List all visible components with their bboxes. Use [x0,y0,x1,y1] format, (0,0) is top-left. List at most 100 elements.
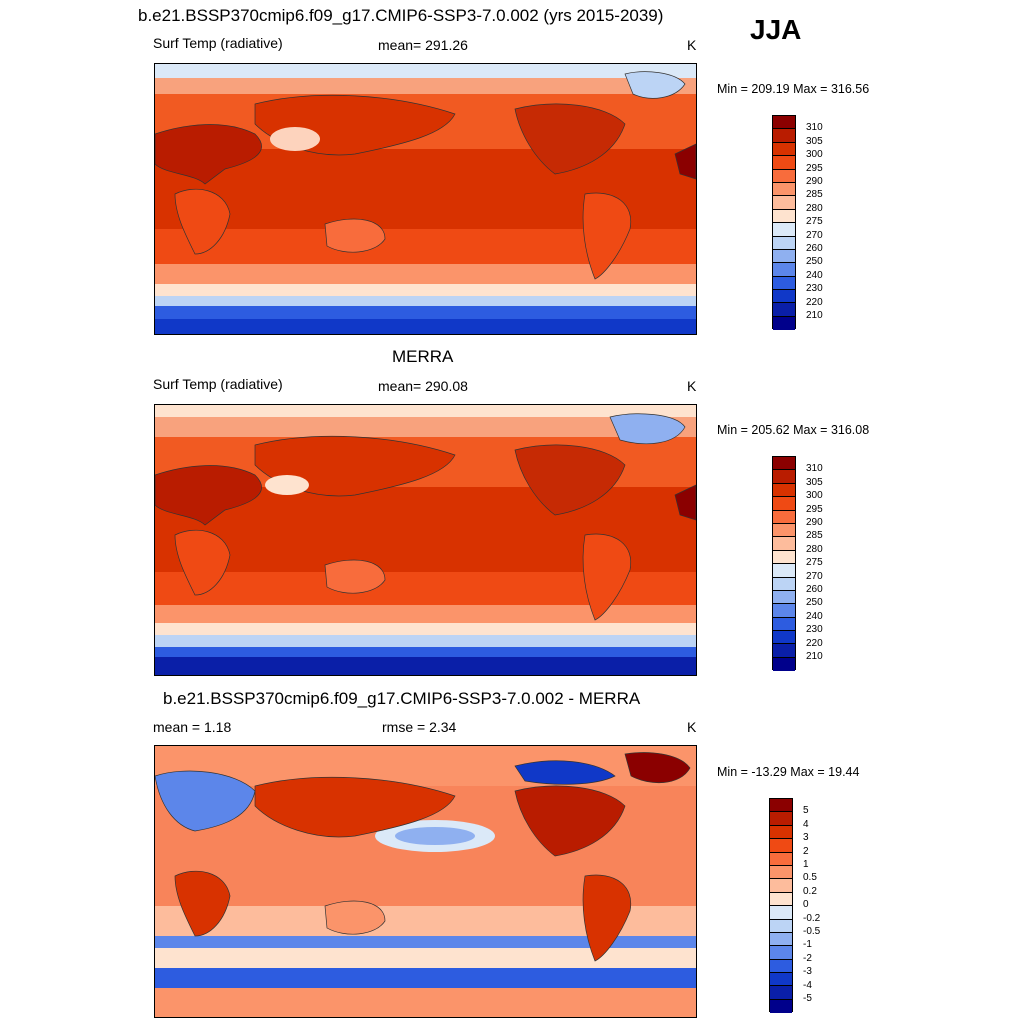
panel3-colorbar-swatch [770,852,792,866]
panel1-colorbar-label: 260 [806,243,823,254]
panel1-colorbar-swatch [773,236,795,250]
panel3-colorbar-swatch [770,986,792,1000]
panel3-colorbar-swatch [770,812,792,826]
panel2-mean: mean= 290.08 [378,378,468,394]
panel2-colorbar-swatch [773,470,795,484]
panel1-colorbar-swatch [773,223,795,237]
panel2-colorbar-label: 295 [806,503,823,515]
panel2-colorbar-swatch [773,644,795,658]
panel1-colorbar-swatch [773,196,795,210]
panel1-map-graphic [155,64,696,334]
panel1-colorbar-swatch [773,169,795,183]
panel3-colorbar-swatch [770,946,792,960]
panel3-colorbar-label: 0 [803,899,809,911]
panel2-colorbar-swatch [773,483,795,498]
panel2-colorbar-swatch [773,564,795,578]
panel1-colorbar-label: 270 [806,229,823,241]
panel2-colorbar-swatch [773,631,795,645]
panel1-colorbar-swatch [773,316,795,331]
panel1-colorbar-label: 210 [806,310,823,321]
panel1-colorbar-swatch [773,290,795,304]
panel3-colorbar-swatches [769,798,793,1014]
panel2-variable: Surf Temp (radiative) [153,376,283,392]
panel1-colorbar-swatch [773,142,795,157]
panel1-units: K [687,37,697,53]
panel1-variable: Surf Temp (radiative) [153,35,283,51]
panel3-colorbar-label: 0.2 [803,885,817,897]
panel3-colorbar-swatch [770,879,792,893]
panel2-colorbar-swatch [773,617,795,632]
panel3-colorbar-swatch [770,825,792,840]
panel2-colorbar-swatch [773,537,795,551]
panel2-colorbar-label: 300 [806,490,823,502]
panel3-map [154,745,697,1018]
panel3-colorbar-label: -0.5 [803,926,821,937]
panel3-colorbar-label: -2 [803,952,812,964]
panel3-colorbar-swatch [770,999,792,1014]
panel3-colorbar-swatch [770,839,792,853]
panel3-map-graphic [155,746,696,1017]
panel3-colorbar-swatch [770,932,792,947]
panel3-colorbar-swatch [770,865,792,880]
panel2-colorbar-swatch [773,457,795,471]
panel1-colorbar-swatch [773,209,795,224]
panel3-colorbar-label: -0.2 [803,912,821,924]
panel2-units: K [687,378,697,394]
panel2-colorbar-label: 230 [806,624,823,636]
panel2-colorbar-swatch [773,590,795,605]
panel3-colorbar-label: -5 [803,993,812,1004]
panel1-colorbar-label: 230 [806,283,823,295]
panel3-colorbar-label: 0.5 [803,872,817,884]
panel2-colorbar-swatch [773,523,795,538]
panel2-colorbar-label: 290 [806,517,823,528]
panel1-colorbar-label: 280 [806,202,823,214]
panel2-colorbar-label: 285 [806,530,823,542]
panel1-colorbar-swatch [773,182,795,197]
panel2-colorbar-swatch [773,604,795,618]
panel1-colorbar-label: 305 [806,135,823,147]
panel1-colorbar-swatch [773,276,795,291]
panel1-title: b.e21.BSSP370cmip6.f09_g17.CMIP6-SSP3-7.… [138,6,664,25]
panel3-colorbar-label: -1 [803,939,812,951]
panel1-mean: mean= 291.26 [378,37,468,53]
panel1-colorbar-swatch [773,129,795,143]
panel2-map-graphic [155,405,696,675]
panel1-colorbar-label: 285 [806,189,823,201]
panel1-colorbar-swatch [773,156,795,170]
panel1-colorbar-label: 300 [806,149,823,161]
panel3-colorbar-label: -4 [803,979,812,991]
panel1-colorbar-label: 240 [806,269,823,281]
panel3-colorbar-swatch [770,892,792,907]
panel2-colorbar-swatch [773,657,795,672]
panel1-colorbar-label: 295 [806,162,823,174]
panel2-colorbar-swatch [773,550,795,565]
panel2-colorbar-label: 240 [806,610,823,622]
panel3-colorbar-label: -3 [803,966,812,978]
panel1-colorbar-label: 290 [806,176,823,187]
panel2-colorbar-label: 280 [806,543,823,555]
panel3-colorbar-swatch [770,906,792,920]
panel2-colorbar-label: 250 [806,597,823,609]
panel3-colorbar-label: 4 [803,818,809,830]
panel3-minmax: Min = -13.29 Max = 19.44 [717,765,860,779]
panel1-colorbar-label: 250 [806,256,823,268]
panel1-map [154,63,697,335]
panel1-minmax: Min = 209.19 Max = 316.56 [717,82,870,96]
panel3-mean: mean = 1.18 [153,719,232,735]
panel2-colorbar-swatch [773,510,795,524]
panel2-colorbar-swatch [773,577,795,591]
panel1-colorbar-swatches [772,115,796,331]
panel3-colorbar-swatch [770,959,792,974]
panel2-colorbar-label: 310 [806,463,823,475]
panel2-colorbar-label: 260 [806,584,823,595]
panel3-colorbar-label: 5 [803,805,809,817]
panel2-colorbar-label: 305 [806,476,823,488]
panel3-units: K [687,719,697,735]
panel1-colorbar-swatch [773,263,795,277]
panel2-colorbar-label: 210 [806,651,823,662]
panel3-colorbar-label: 3 [803,832,809,844]
panel2-colorbar-swatch [773,497,795,511]
panel3-colorbar-label: 2 [803,845,809,857]
panel1-colorbar-swatch [773,116,795,130]
panel2-colorbar-swatches [772,456,796,672]
